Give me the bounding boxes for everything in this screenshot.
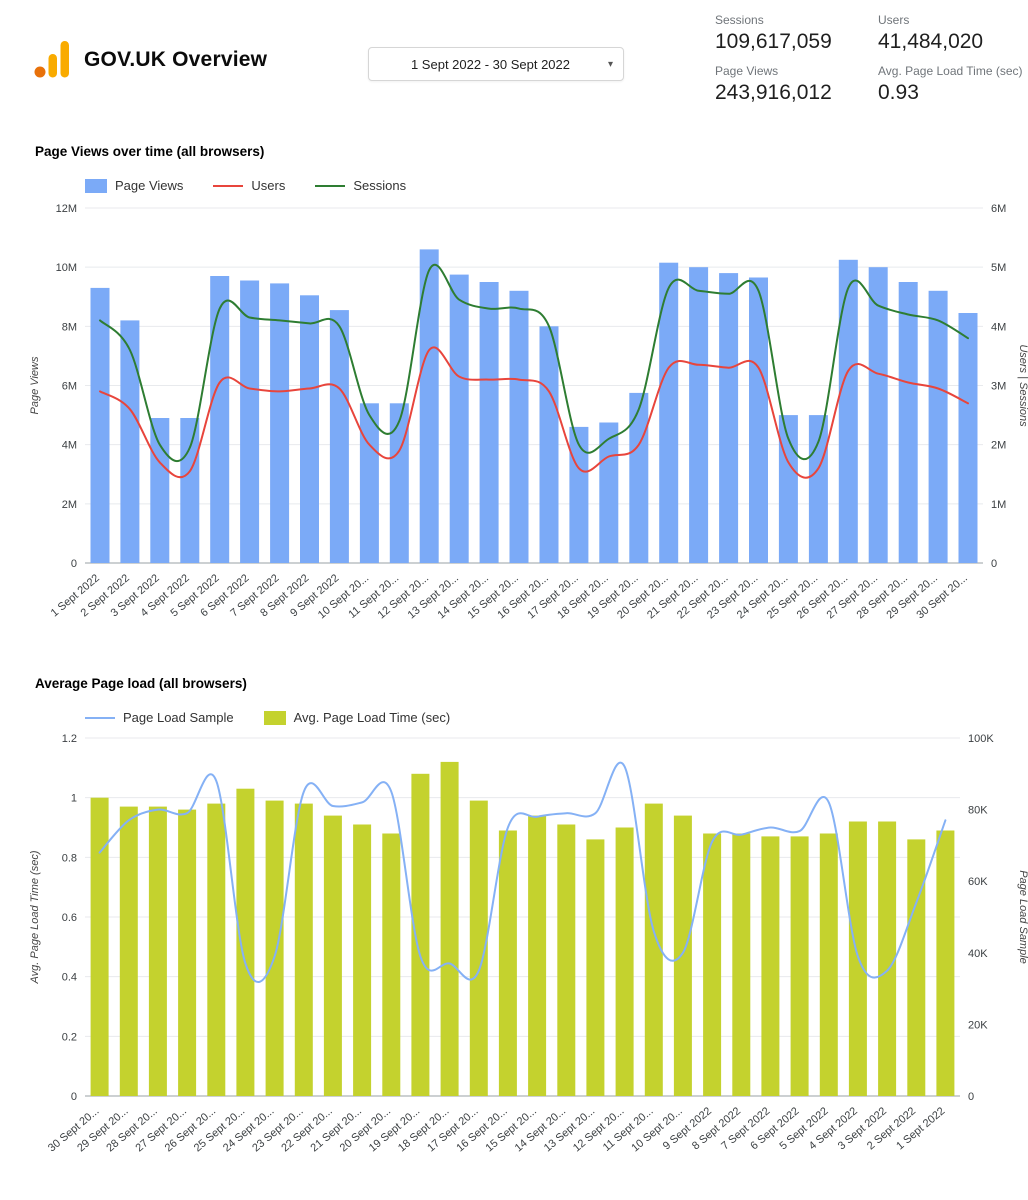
svg-text:Avg. Page Load Time (sec): Avg. Page Load Time (sec) <box>29 850 41 984</box>
scorecard-users: Users 41,484,020 <box>878 13 1028 54</box>
svg-text:Users | Sessions: Users | Sessions <box>1017 344 1028 427</box>
chevron-down-icon: ▾ <box>607 58 613 70</box>
scorecard-sessions: Sessions 109,617,059 <box>715 13 885 54</box>
legend-item-sessions: Sessions <box>315 178 406 193</box>
svg-text:12M: 12M <box>56 203 77 215</box>
legend-label: Users <box>251 178 286 193</box>
svg-text:4M: 4M <box>62 440 77 452</box>
svg-text:0: 0 <box>71 558 77 570</box>
legend-item-avg-page-load-time-sec-: Avg. Page Load Time (sec) <box>263 710 451 725</box>
svg-text:100K: 100K <box>968 733 994 745</box>
svg-text:0.4: 0.4 <box>62 972 77 984</box>
legend-page-load-chart: Page Load Sample Avg. Page Load Time (sec… <box>85 710 450 725</box>
scorecard-value: 41,484,020 <box>878 30 984 53</box>
svg-text:40K: 40K <box>968 948 988 960</box>
svg-text:5M: 5M <box>991 262 1006 274</box>
date-range-value: 1 Sept 2022 - 30 Sept 2022 <box>410 56 570 72</box>
app-logo-icon <box>34 41 69 78</box>
legend-line-swatch-icon <box>315 184 346 187</box>
svg-text:6M: 6M <box>991 203 1006 215</box>
svg-text:0: 0 <box>71 1091 77 1103</box>
logo-bar-medium <box>48 54 57 78</box>
legend-item-users: Users <box>213 178 285 193</box>
scorecard-value: 243,916,012 <box>715 81 832 104</box>
svg-text:2M: 2M <box>991 440 1006 452</box>
svg-text:1: 1 <box>71 793 77 805</box>
scorecard-label: Users <box>878 13 910 27</box>
svg-text:Page Views: Page Views <box>29 356 41 414</box>
legend-label: Page Views <box>115 178 184 193</box>
svg-text:0: 0 <box>991 558 997 570</box>
svg-text:Page Load Sample: Page Load Sample <box>1017 870 1028 964</box>
svg-text:0.2: 0.2 <box>62 1031 77 1043</box>
svg-text:6M: 6M <box>62 381 77 393</box>
scorecard-label: Page Views <box>715 64 779 78</box>
legend-item-page-views: Page Views <box>85 178 183 193</box>
svg-text:0.6: 0.6 <box>62 912 77 924</box>
legend-bar-swatch-icon <box>85 178 107 193</box>
svg-text:10M: 10M <box>56 262 77 274</box>
svg-text:60K: 60K <box>968 876 988 888</box>
scorecard-label: Sessions <box>715 13 764 27</box>
scorecard-page-views: Page Views 243,916,012 <box>715 64 885 105</box>
legend-bar-swatch-icon <box>263 710 286 725</box>
scorecard-label: Avg. Page Load Time (sec) <box>878 64 1023 78</box>
date-range-picker[interactable]: 1 Sept 2022 - 30 Sept 2022 ▾ <box>368 47 624 81</box>
svg-text:1.2: 1.2 <box>62 733 77 745</box>
svg-text:20K: 20K <box>968 1019 988 1031</box>
logo-dot <box>34 66 46 78</box>
svg-text:1M: 1M <box>991 499 1006 511</box>
legend-line-swatch-icon <box>85 716 115 719</box>
svg-text:8M: 8M <box>62 321 77 333</box>
logo-bar-tall <box>60 41 69 78</box>
legend-item-page-load-sample: Page Load Sample <box>85 710 234 725</box>
svg-text:0.8: 0.8 <box>62 852 77 864</box>
scorecard-avg-page-load: Avg. Page Load Time (sec) 0.93 <box>878 64 1028 105</box>
scorecard-value: 0.93 <box>878 81 919 104</box>
legend-label: Sessions <box>353 178 407 193</box>
svg-text:3M: 3M <box>991 381 1006 393</box>
chart-title-page-load: Average Page load (all browsers) <box>35 676 247 691</box>
scorecard-value: 109,617,059 <box>715 30 832 53</box>
svg-text:4M: 4M <box>991 321 1006 333</box>
legend-label: Avg. Page Load Time (sec) <box>293 710 451 725</box>
svg-text:0: 0 <box>968 1091 974 1103</box>
legend-page-views-chart: Page Views Users Sessions <box>85 178 406 193</box>
page-title: GOV.UK Overview <box>84 48 268 71</box>
legend-label: Page Load Sample <box>123 710 234 725</box>
svg-text:2M: 2M <box>62 499 77 511</box>
chart-title-page-views: Page Views over time (all browsers) <box>35 144 265 159</box>
legend-line-swatch-icon <box>213 184 244 187</box>
svg-text:80K: 80K <box>968 805 988 817</box>
